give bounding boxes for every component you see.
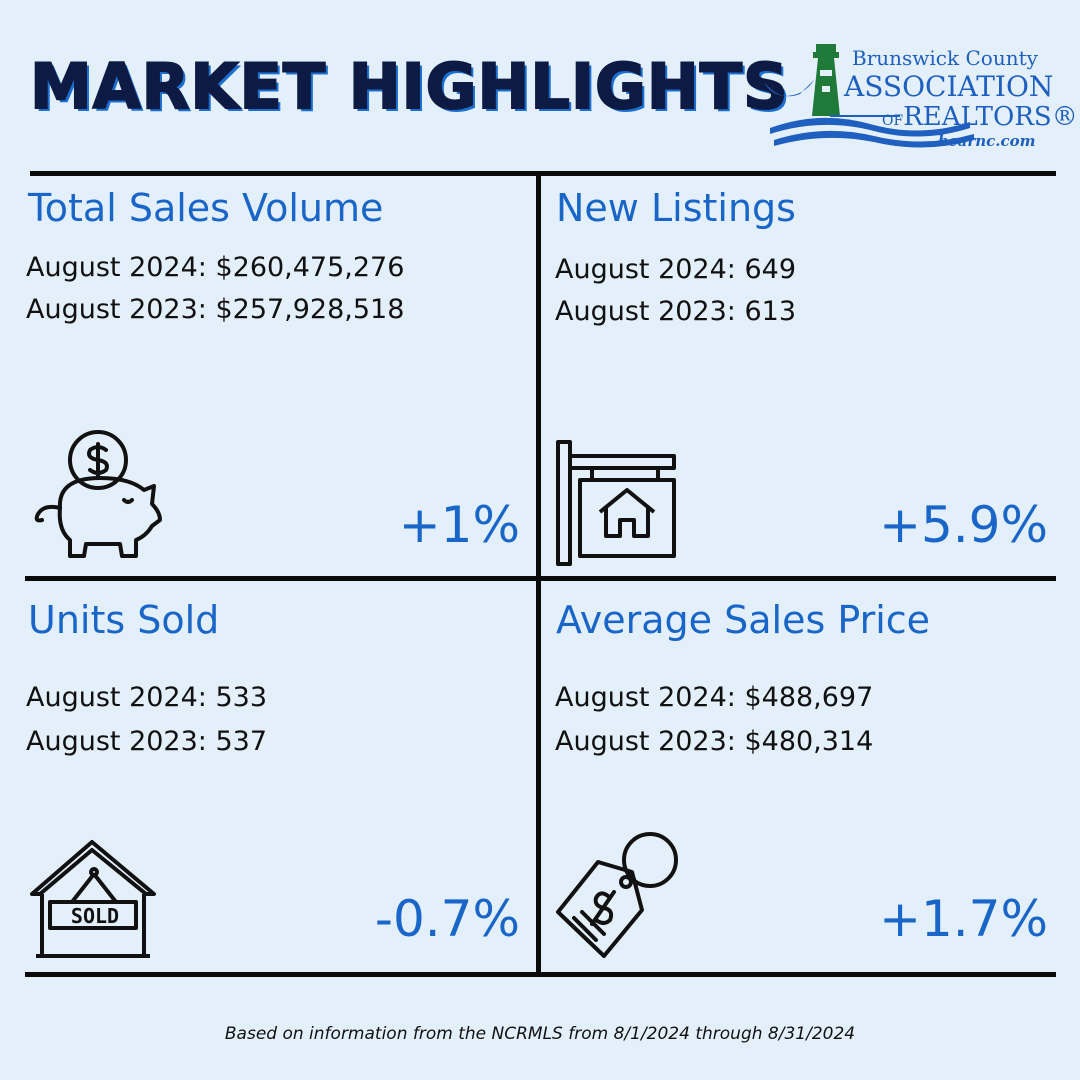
change-percent: -0.7% xyxy=(374,890,520,948)
change-percent: +1% xyxy=(398,496,520,554)
stat-2023: August 2023: $480,314 xyxy=(555,726,874,757)
page-title: MARKET HIGHLIGHTS xyxy=(29,49,789,124)
cell-title: Total Sales Volume xyxy=(28,186,384,230)
stat-2023: August 2023: 613 xyxy=(555,296,796,327)
piggy-bank-icon xyxy=(34,430,162,558)
for-sale-sign-icon xyxy=(556,440,676,566)
logo-line-brunswick: Brunswick County xyxy=(852,46,1038,70)
change-percent: +1.7% xyxy=(879,890,1048,948)
association-logo: Brunswick County ASSOCIATION OFREALTORS®… xyxy=(760,36,1078,156)
logo-realtors: REALTORS® xyxy=(903,102,1078,132)
footnote: Based on information from the NCRMLS fro… xyxy=(224,1024,856,1044)
logo-website: bcarnc.com xyxy=(938,132,1036,150)
stat-2024: August 2024: $260,475,276 xyxy=(26,252,405,283)
logo-line-association: ASSOCIATION xyxy=(844,70,1054,103)
stat-2024: August 2024: $488,697 xyxy=(555,682,874,713)
logo-of: OF xyxy=(882,113,904,129)
stat-2024: August 2024: 649 xyxy=(555,254,796,285)
sold-house-icon xyxy=(30,840,156,958)
cell-title: Average Sales Price xyxy=(556,598,931,642)
stat-2024: August 2024: 533 xyxy=(26,682,267,713)
sold-sign-text: SOLD xyxy=(70,904,120,928)
grid-line-top xyxy=(30,171,1056,176)
stat-2023: August 2023: $257,928,518 xyxy=(26,294,405,325)
lighthouse-icon xyxy=(764,44,974,148)
grid-line-vertical xyxy=(536,171,541,977)
logo-line-realtors: OFREALTORS® xyxy=(882,102,1078,132)
change-percent: +5.9% xyxy=(879,496,1048,554)
price-tag-icon xyxy=(556,832,678,958)
cell-title: Units Sold xyxy=(28,598,220,642)
cell-title: New Listings xyxy=(556,186,796,230)
stat-2023: August 2023: 537 xyxy=(26,726,267,757)
